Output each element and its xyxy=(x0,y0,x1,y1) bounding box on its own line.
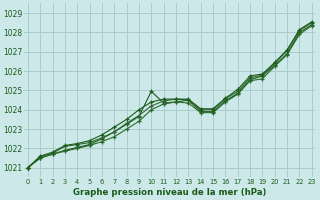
X-axis label: Graphe pression niveau de la mer (hPa): Graphe pression niveau de la mer (hPa) xyxy=(73,188,267,197)
